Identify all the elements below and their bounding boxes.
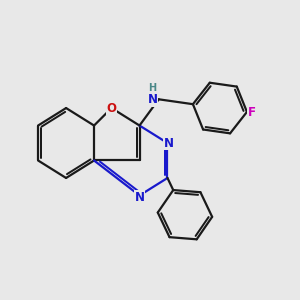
Text: N: N bbox=[134, 191, 145, 204]
Text: H: H bbox=[148, 83, 157, 93]
Text: O: O bbox=[106, 101, 116, 115]
Text: N: N bbox=[164, 136, 174, 149]
Text: N: N bbox=[147, 93, 158, 106]
Text: F: F bbox=[248, 106, 256, 119]
